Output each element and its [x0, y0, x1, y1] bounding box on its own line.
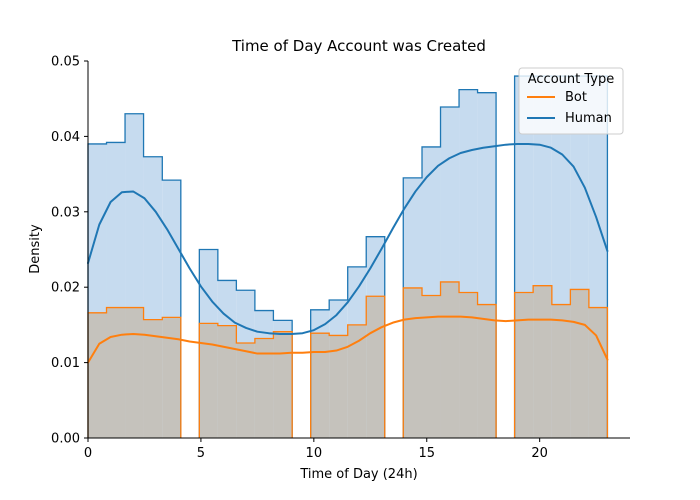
- bot-kde-line: [87, 315, 609, 364]
- bot-bar: [533, 285, 552, 438]
- y-tick-label: 0.01: [51, 356, 80, 371]
- bot-bar: [106, 307, 126, 438]
- x-tick-label: 5: [197, 446, 205, 461]
- legend-label-human: Human: [565, 111, 612, 126]
- bot-bar: [551, 304, 571, 438]
- bot-bar: [143, 319, 163, 438]
- y-axis-label: Density: [28, 224, 43, 274]
- bot-bar: [310, 333, 330, 438]
- bot-bar: [440, 281, 460, 438]
- axes: 0 5 10 15 20 0.00 0.01 0.02 0.03 0.04 0.05: [51, 55, 630, 461]
- bot-step-outline: [87, 281, 609, 438]
- human-kde-line: [87, 142, 609, 335]
- bot-bar: [236, 342, 255, 438]
- bot-bar: [570, 289, 589, 438]
- legend-title: Account Type: [528, 72, 614, 87]
- bot-bar: [199, 323, 218, 438]
- bot-bar: [329, 335, 348, 438]
- bot-bar: [403, 287, 423, 438]
- bot-bar: [88, 312, 107, 438]
- x-tick-label: 10: [306, 446, 323, 461]
- y-tick-label: 0.05: [51, 55, 80, 70]
- bot-bar: [366, 296, 385, 438]
- x-tick-label: 0: [84, 446, 92, 461]
- bot-bar: [477, 304, 497, 438]
- bot-bar: [217, 325, 237, 438]
- y-tick-label: 0.02: [51, 281, 80, 296]
- x-axis-label: Time of Day (24h): [299, 467, 417, 482]
- y-tick-label: 0.04: [51, 130, 80, 145]
- bot-bar: [422, 295, 441, 438]
- x-tick-label: 20: [531, 446, 548, 461]
- bot-bar: [459, 292, 478, 438]
- bot-bar: [254, 338, 274, 438]
- chart-title: Time of Day Account was Created: [231, 37, 486, 55]
- bot-bar: [347, 324, 367, 438]
- y-tick-label: 0.03: [51, 205, 80, 220]
- bot-bar: [514, 292, 534, 438]
- bot-bar: [125, 307, 144, 438]
- plot-area: [87, 75, 609, 438]
- bot-bar: [162, 317, 181, 438]
- x-tick-label: 15: [418, 446, 435, 461]
- y-tick-label: 0.00: [51, 432, 80, 447]
- legend-label-bot: Bot: [565, 90, 587, 105]
- human-step-outline: [87, 75, 609, 438]
- legend: Account Type Bot Human: [518, 67, 624, 135]
- bot-bar: [588, 307, 608, 438]
- bot-bar: [273, 331, 293, 438]
